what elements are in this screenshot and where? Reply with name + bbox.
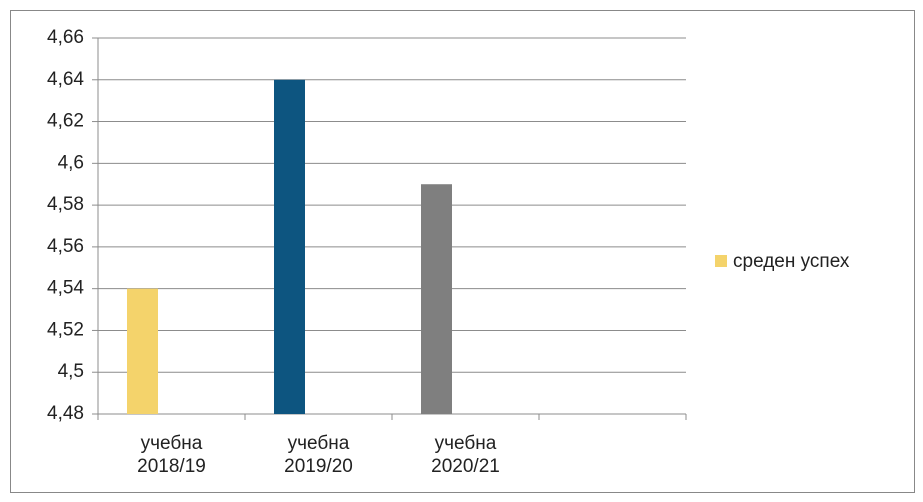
y-tick-label: 4,66 xyxy=(47,27,84,48)
legend-label: среден успех xyxy=(733,251,850,272)
x-tick-label: учебна 2018/19 xyxy=(137,433,206,477)
y-tick-label: 4,52 xyxy=(47,319,84,340)
y-tick-label: 4,5 xyxy=(58,361,84,382)
y-tick-label: 4,54 xyxy=(47,278,84,299)
y-tick-label: 4,48 xyxy=(47,403,84,424)
legend-swatch xyxy=(715,255,727,267)
x-tick-label: учебна 2020/21 xyxy=(431,433,500,477)
y-tick-label: 4,56 xyxy=(47,236,84,257)
y-tick-label: 4,58 xyxy=(47,194,84,215)
y-tick-label: 4,6 xyxy=(58,152,84,173)
bar xyxy=(274,79,305,415)
x-tick-label: учебна 2019/20 xyxy=(284,433,353,477)
y-tick-label: 4,64 xyxy=(47,69,84,90)
bar xyxy=(421,184,452,414)
chart-border xyxy=(10,10,915,493)
bar xyxy=(127,288,158,414)
y-tick-label: 4,62 xyxy=(47,111,84,132)
